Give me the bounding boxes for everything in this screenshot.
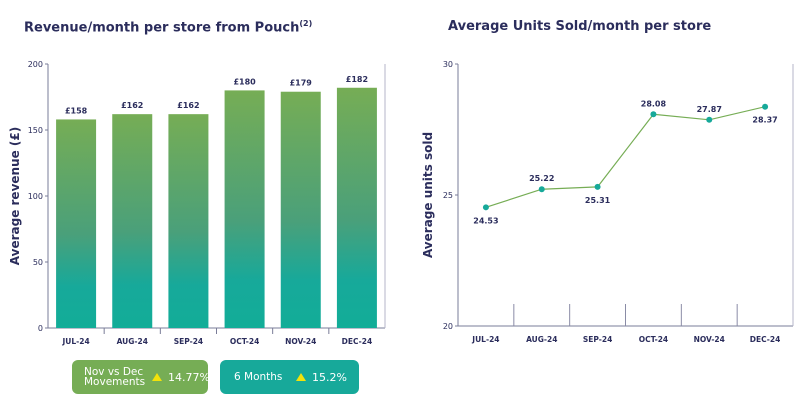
x-tick-label: OCT-24: [230, 337, 259, 346]
data-label: 24.53: [473, 216, 498, 225]
y-tick-label: 0: [38, 324, 43, 333]
x-tick-label: AUG-24: [117, 337, 148, 346]
x-tick-label: JUL-24: [61, 337, 89, 346]
data-point: [594, 183, 601, 190]
up-triangle-icon: [296, 373, 306, 381]
x-tick-label: SEP-24: [583, 335, 612, 344]
y-tick-label: 30: [443, 60, 453, 69]
data-point: [538, 186, 545, 193]
y-axis-label: Average units sold: [421, 132, 435, 258]
data-label: 25.22: [529, 174, 554, 183]
y-tick-label: 25: [443, 191, 453, 200]
data-label: £179: [290, 79, 313, 88]
units-line-chart: 20 25 30 24.53 JUL-24 25.22 AUG-24 25.31 SEP-24 2…: [421, 60, 794, 344]
x-tick-label: NOV-24: [694, 335, 725, 344]
six-months-badge: 6 Months 15.2%: [220, 360, 359, 394]
x-tick-label: DEC-24: [750, 335, 781, 344]
y-tick-label: 100: [28, 192, 43, 201]
data-label: £162: [177, 101, 199, 110]
up-triangle-icon: [152, 373, 162, 381]
x-tick-label: SEP-24: [174, 337, 203, 346]
x-tick-label: JUL-24: [471, 335, 499, 344]
badge-value: 14.77%: [168, 370, 210, 384]
data-label: 27.87: [697, 105, 722, 114]
bar: [168, 114, 209, 328]
data-label: £162: [121, 101, 143, 110]
bar: [56, 119, 97, 328]
bar: [280, 91, 321, 328]
data-point: [650, 111, 657, 118]
data-label: 28.08: [641, 99, 667, 108]
y-tick-label: 20: [443, 322, 453, 331]
data-label: £158: [65, 106, 88, 115]
data-point: [762, 103, 769, 110]
units-chart-title: Average Units Sold/month per store: [448, 19, 712, 34]
badge-label: 6 Months: [234, 371, 283, 383]
revenue-bar-chart: 0 50 100 150 200 £158 JUL-24 £162 AUG-24 £162 SEP-…: [8, 60, 386, 346]
data-label: £180: [233, 77, 256, 86]
data-label: 25.31: [585, 196, 611, 205]
bar: [336, 87, 377, 328]
badge-value: 15.2%: [312, 370, 347, 384]
badge-label: Nov vs Dec Movements: [84, 366, 146, 388]
bar: [112, 114, 153, 328]
y-tick-label: 200: [28, 60, 43, 69]
data-label: 28.37: [752, 116, 777, 125]
nov-vs-dec-badge: Nov vs Dec Movements 14.77%: [72, 360, 210, 394]
bar: [224, 90, 265, 329]
data-point: [706, 116, 713, 123]
y-tick-label: 50: [33, 258, 43, 267]
data-label: £182: [346, 75, 368, 84]
y-tick-label: 150: [28, 126, 43, 135]
x-tick-label: NOV-24: [285, 337, 316, 346]
x-tick-label: AUG-24: [526, 335, 557, 344]
series-line: [485, 106, 766, 208]
data-point: [482, 204, 489, 211]
y-axis-label: Average revenue (£): [8, 127, 22, 265]
x-tick-label: DEC-24: [342, 337, 373, 346]
revenue-chart-title: Revenue/month per store from Pouch(2): [24, 19, 313, 36]
x-tick-label: OCT-24: [639, 335, 668, 344]
